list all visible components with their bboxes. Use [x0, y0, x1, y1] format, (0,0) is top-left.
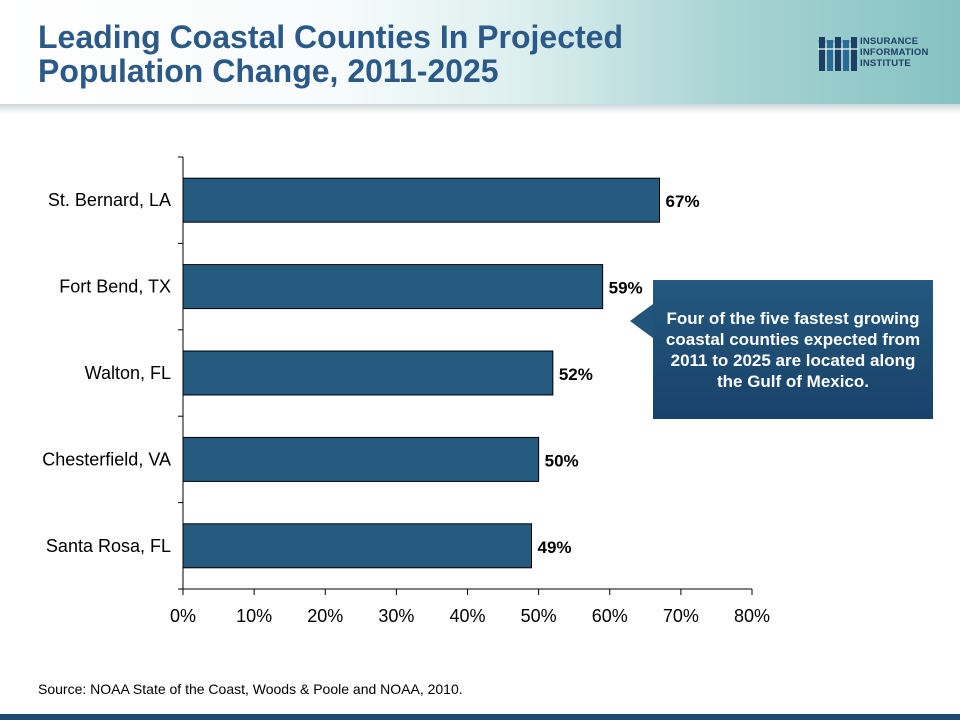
- callout-box: Four of the five fastest growing coastal…: [653, 280, 933, 419]
- bar: [182, 264, 604, 310]
- bar: [182, 523, 533, 569]
- logo-line-1: INSURANCE: [860, 36, 919, 47]
- bar: [182, 177, 661, 223]
- data-label: 50%: [545, 451, 579, 470]
- title-line-1: Leading Coastal Counties In Projected: [38, 19, 623, 55]
- data-label: 59%: [609, 279, 643, 298]
- iii-logo-icon: [818, 37, 858, 71]
- bottom-bar: [0, 714, 960, 720]
- bar: [182, 350, 554, 396]
- data-label: 49%: [538, 538, 572, 557]
- x-tick-label: 20%: [307, 606, 343, 626]
- category-label: Santa Rosa, FL: [46, 536, 171, 556]
- iii-logo: INSURANCE INFORMATION INSTITUTE: [818, 34, 950, 74]
- data-label: 67%: [666, 192, 700, 211]
- data-label: 52%: [559, 365, 593, 384]
- callout-text: Four of the five fastest growing coastal…: [665, 308, 921, 391]
- logo-line-3: INSTITUTE: [860, 58, 911, 69]
- page-title: Leading Coastal Counties In Projected Po…: [38, 20, 623, 88]
- x-tick-label: 30%: [378, 606, 414, 626]
- x-tick-label: 10%: [236, 606, 272, 626]
- category-label: St. Bernard, LA: [48, 190, 171, 210]
- x-tick-label: 40%: [449, 606, 485, 626]
- x-tick-label: 0%: [170, 606, 196, 626]
- source-note: Source: NOAA State of the Coast, Woods &…: [38, 681, 463, 697]
- header-shadow: [0, 104, 960, 114]
- slide-header: [0, 0, 960, 104]
- x-tick-label: 80%: [734, 606, 770, 626]
- category-label: Chesterfield, VA: [42, 449, 171, 469]
- x-tick-label: 50%: [521, 606, 557, 626]
- x-tick-label: 70%: [663, 606, 699, 626]
- logo-line-2: INFORMATION: [860, 47, 929, 58]
- category-label: Fort Bend, TX: [59, 277, 171, 297]
- callout-pointer: [630, 304, 653, 338]
- bar: [182, 436, 540, 482]
- category-label: Walton, FL: [85, 363, 171, 383]
- x-tick-label: 60%: [592, 606, 628, 626]
- title-line-2: Population Change, 2011-2025: [38, 53, 499, 89]
- logo-text: INSURANCE INFORMATION INSTITUTE: [860, 36, 929, 69]
